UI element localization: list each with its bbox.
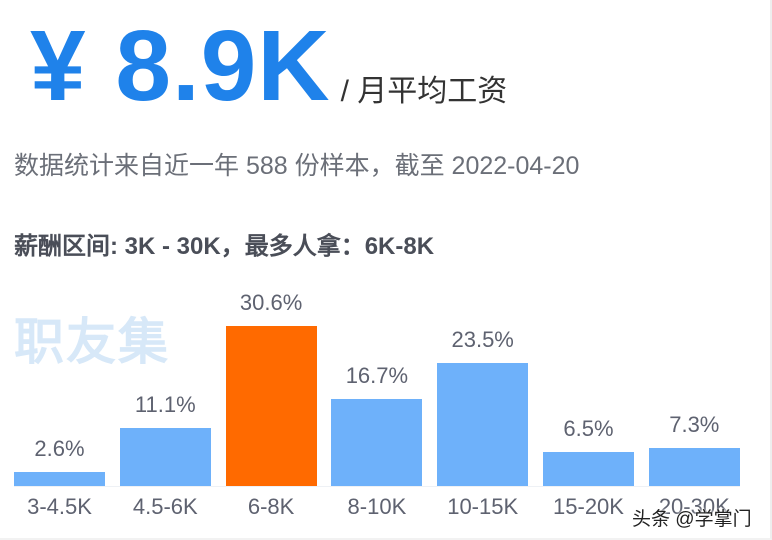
x-axis-tick-label: 10-15K <box>447 494 519 519</box>
bar-8-10K <box>331 398 423 486</box>
bar-15-20K <box>543 452 634 486</box>
bar-4.5-6K <box>119 427 211 486</box>
unit-label: / 月平均工资 <box>340 75 508 108</box>
bar-value-label: 16.7% <box>345 362 409 388</box>
bar-3-4.5K <box>14 472 105 486</box>
headline: ¥ 8.9K / 月平均工资 <box>30 16 507 116</box>
x-axis-tick-label: 3-4.5K <box>27 494 92 519</box>
bar-6-8K <box>225 325 317 486</box>
average-salary: ¥ 8.9K <box>30 10 331 122</box>
bar-20-30K <box>648 447 740 486</box>
watermark-logo: 职友集 <box>14 314 170 370</box>
x-axis-baseline <box>14 486 740 487</box>
bar-10-15K <box>437 363 529 486</box>
bar-value-label: 7.3% <box>669 411 720 437</box>
x-axis-tick-label: 20-30K <box>658 494 730 519</box>
bar-value-label: 6.5% <box>563 416 614 441</box>
bar-value-label: 23.5% <box>451 327 514 353</box>
range-text: 薪酬区间: 3K - 30K，最多人拿：6K-8K <box>14 233 435 260</box>
x-axis-tick-label: 4.5-6K <box>132 494 198 519</box>
x-axis-tick-label: 15-20K <box>553 494 624 519</box>
bar-value-label: 11.1% <box>134 391 196 417</box>
source-text: 数据统计来自近一年 588 份样本，截至 2022-04-20 <box>14 152 580 180</box>
credit-watermark: 头条 @学掌门 <box>632 509 752 530</box>
x-axis-tick-label: 8-10K <box>347 494 407 519</box>
bar-value-label: 30.6% <box>239 289 303 315</box>
x-axis-tick-label: 6-8K <box>247 494 295 519</box>
bar-value-label: 2.6% <box>34 436 85 462</box>
